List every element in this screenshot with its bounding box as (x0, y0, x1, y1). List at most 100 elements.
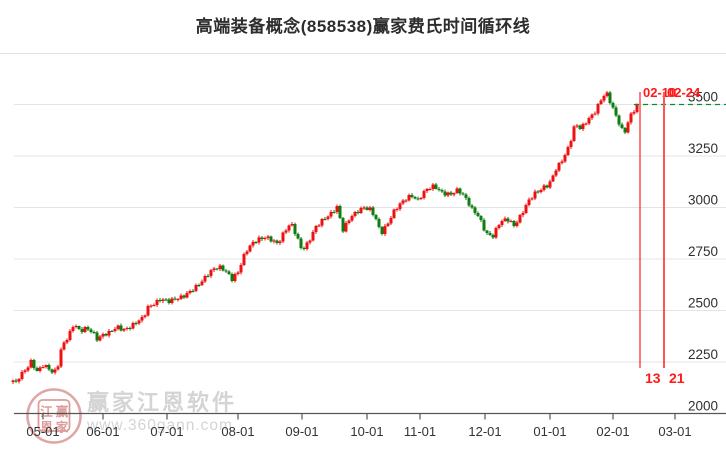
candle-body (467, 198, 471, 206)
candle-body (506, 218, 510, 222)
candle-body (566, 147, 570, 155)
candle-body (626, 122, 630, 133)
candle-body (200, 281, 204, 286)
candle-body (68, 330, 72, 341)
candle-body (386, 223, 390, 226)
candle-body (11, 380, 15, 383)
candle-body (398, 203, 402, 210)
candle-body (92, 332, 96, 334)
candle-body (179, 295, 183, 299)
candle-body (287, 225, 291, 231)
candle-body (263, 238, 267, 240)
watermark-url-text: www.360gann.com (86, 417, 233, 434)
candle-body (512, 221, 516, 226)
candle-body (425, 189, 429, 192)
fib-count-label: 13 (645, 370, 661, 386)
candle-body (113, 328, 117, 331)
candle-body (170, 298, 174, 303)
candle-body (347, 220, 351, 223)
candle-body (299, 238, 303, 248)
candle-body (539, 189, 543, 192)
candle-body (293, 223, 297, 235)
candle-body (254, 241, 258, 243)
candle-body (104, 334, 108, 336)
candle-body (479, 215, 483, 220)
candle-body (572, 126, 576, 141)
candle-body (377, 219, 381, 228)
candle-body (353, 211, 357, 217)
candle-body (53, 369, 57, 373)
candle-body (164, 299, 168, 301)
candle-body (584, 123, 588, 125)
candle-body (26, 367, 30, 371)
candle-body (533, 191, 537, 199)
candle-body (59, 349, 63, 367)
x-axis-tick-label: 08-01 (221, 424, 254, 439)
candle-body (401, 200, 405, 204)
candle-body (596, 104, 600, 114)
y-axis-tick-label: 2750 (688, 244, 718, 259)
candle-body (305, 242, 309, 250)
candle-body (524, 204, 528, 213)
candle-body (197, 285, 201, 287)
candle-body (413, 196, 417, 199)
candle-body (224, 270, 228, 272)
candle-body (233, 274, 237, 282)
candle-body (239, 264, 243, 273)
candle-body (167, 299, 171, 303)
candle-body (215, 268, 219, 270)
candle-body (227, 271, 231, 275)
y-axis-tick-label: 2500 (688, 296, 718, 311)
x-axis-tick-label: 09-01 (285, 424, 318, 439)
candle-body (389, 217, 393, 224)
candle-body (338, 206, 342, 218)
grid-lines (0, 53, 726, 363)
candle-body (587, 118, 591, 124)
x-axis-tick-label: 06-01 (86, 424, 119, 439)
candle-body (101, 334, 105, 337)
candle-body (449, 192, 453, 195)
candle-body (194, 285, 198, 291)
candle-body (599, 100, 603, 105)
candle-body (362, 207, 366, 209)
fib-count-label: 21 (669, 370, 685, 386)
candle-body (212, 268, 216, 271)
y-axis-tick-label: 3000 (688, 193, 718, 208)
x-axis-tick-label: 05-01 (26, 424, 59, 439)
candle-body (221, 265, 225, 271)
candle-body (542, 185, 546, 190)
candle-body (257, 237, 261, 243)
candle-body (176, 298, 180, 300)
watermark: 江赢恩 家 赢家江恩软件 www.360gann.com (26, 388, 234, 444)
candle-body (632, 111, 636, 114)
candle-body (344, 222, 348, 232)
candle-body (47, 365, 51, 370)
candle-body (371, 207, 375, 216)
candles-series (11, 90, 639, 385)
candle-body (278, 241, 282, 244)
candle-body (494, 228, 498, 238)
candle-body (470, 205, 474, 208)
candle-body (83, 327, 87, 333)
candle-body (611, 102, 615, 108)
watermark-seal-box (37, 399, 71, 432)
candle-body (290, 223, 294, 226)
x-axis-tick-label: 11-01 (404, 424, 436, 439)
candle-body (497, 225, 501, 229)
candle-body (614, 107, 618, 116)
candle-body (185, 292, 189, 298)
candle-body (131, 323, 135, 329)
candle-body (440, 189, 444, 192)
candle-body (443, 191, 447, 196)
watermark-seal-char: 恩 (40, 419, 53, 434)
candle-body (125, 328, 129, 330)
candle-body (29, 360, 33, 368)
candle-body (461, 193, 465, 195)
candle-body (122, 329, 126, 331)
candle-body (407, 194, 411, 201)
candle-body (635, 105, 639, 112)
candle-body (629, 113, 633, 123)
candle-body (329, 211, 333, 217)
candle-body (473, 207, 477, 214)
candle-body (368, 207, 372, 210)
